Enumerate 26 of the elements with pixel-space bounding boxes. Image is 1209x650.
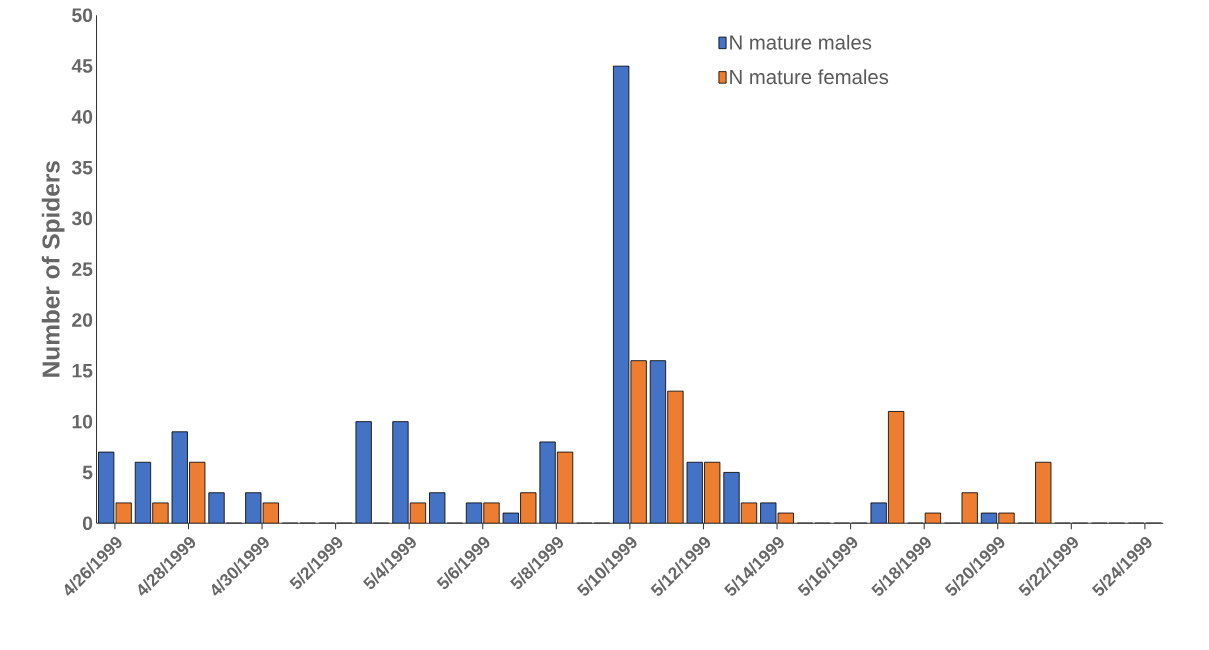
bar [723, 471, 740, 524]
y-tick-label: 35 [71, 160, 93, 175]
y-tick-label: 10 [72, 414, 93, 429]
y-tick-label: 20 [72, 313, 93, 327]
y-tick-label: 50 [72, 8, 93, 22]
bar [483, 502, 500, 524]
legend-label: N mature males [730, 34, 872, 50]
y-tick-label: 30 [71, 211, 93, 226]
bar [171, 431, 188, 524]
y-tick-label: 15 [72, 363, 93, 378]
y-tick-label: 45 [71, 59, 93, 73]
y-tick-label: 40 [71, 109, 93, 124]
bar [208, 492, 225, 524]
y-axis-title: Number of Spiders [41, 161, 65, 377]
legend-label: N mature females [730, 69, 889, 85]
bar [667, 390, 684, 524]
y-tick-label: 5 [82, 465, 93, 480]
bar [355, 421, 372, 524]
bar [152, 502, 169, 524]
y-tick-label: 25 [72, 262, 93, 276]
y-tick-label: 0 [82, 516, 93, 530]
bar [649, 360, 667, 524]
bar [887, 410, 905, 524]
bar [392, 421, 409, 524]
bar [630, 360, 647, 524]
bar [613, 65, 630, 524]
